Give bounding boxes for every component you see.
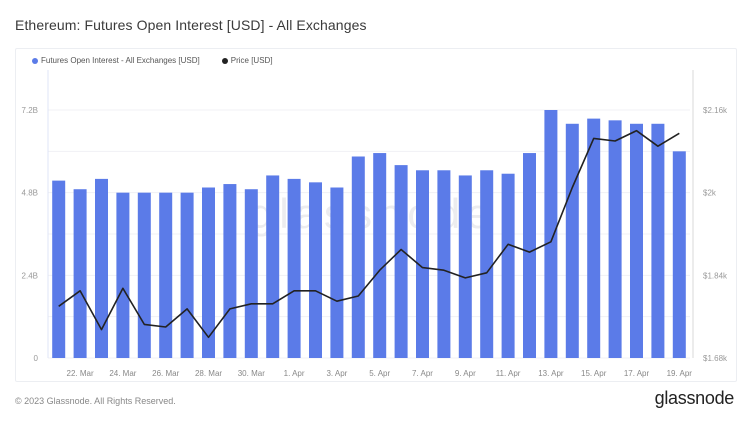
- bar[interactable]: [394, 165, 408, 358]
- bar[interactable]: [630, 123, 643, 359]
- x-tick-label: 30. Mar: [238, 369, 265, 378]
- bar[interactable]: [309, 182, 322, 358]
- bar[interactable]: [587, 118, 601, 358]
- x-tick-label: 19. Apr: [667, 369, 693, 378]
- bar[interactable]: [351, 156, 365, 359]
- bar[interactable]: [159, 192, 173, 358]
- bar[interactable]: [651, 123, 665, 359]
- chart-frame: [15, 48, 737, 382]
- x-tick-label: 26. Mar: [152, 369, 179, 378]
- x-tick-label: 17. Apr: [624, 369, 650, 378]
- y2-tick-label: $2k: [703, 189, 717, 198]
- x-tick-label: 13. Apr: [538, 369, 564, 378]
- legend-label: Futures Open Interest - All Exchanges [U…: [41, 56, 200, 65]
- x-tick-label: 15. Apr: [581, 369, 607, 378]
- bar[interactable]: [223, 184, 237, 358]
- x-tick-label: 11. Apr: [496, 369, 521, 378]
- bar[interactable]: [287, 178, 301, 358]
- bar[interactable]: [330, 187, 344, 359]
- legend-dot-icon: [32, 57, 38, 64]
- y2-tick-label: $2.16k: [703, 106, 728, 115]
- bar[interactable]: [416, 170, 429, 358]
- x-tick-label: 1. Apr: [284, 369, 305, 378]
- bar[interactable]: [266, 175, 280, 358]
- bar[interactable]: [565, 123, 579, 359]
- bar[interactable]: [480, 170, 494, 358]
- legend-item-open-interest[interactable]: Futures Open Interest - All Exchanges [U…: [32, 56, 200, 65]
- bar[interactable]: [373, 153, 387, 358]
- x-tick-label: 28. Mar: [195, 369, 222, 378]
- bar[interactable]: [73, 189, 87, 358]
- bar[interactable]: [52, 180, 66, 358]
- x-tick-label: 7. Apr: [412, 369, 433, 378]
- x-tick-label: 22. Mar: [67, 369, 94, 378]
- bar[interactable]: [180, 192, 194, 358]
- bar[interactable]: [116, 192, 130, 358]
- x-tick-label: 3. Apr: [326, 369, 347, 378]
- y-tick-label: 7.2B: [22, 106, 38, 115]
- bar[interactable]: [95, 178, 108, 358]
- glassnode-logo: glassnode: [654, 388, 735, 408]
- x-tick-label: 9. Apr: [455, 369, 476, 378]
- x-tick-label: 5. Apr: [369, 369, 390, 378]
- chart-legend: Futures Open Interest - All Exchanges [U…: [32, 56, 273, 65]
- bar[interactable]: [202, 187, 215, 359]
- legend-label: Price [USD]: [230, 56, 273, 65]
- bar[interactable]: [608, 120, 622, 358]
- legend-item-price[interactable]: Price [USD]: [221, 56, 273, 65]
- y-tick-label: 4.8B: [22, 189, 38, 198]
- bar[interactable]: [523, 153, 536, 358]
- bar[interactable]: [437, 170, 451, 358]
- x-tick-label: 24. Mar: [109, 369, 136, 378]
- y-tick-label: 0: [34, 354, 39, 363]
- y-tick-label: 2.4B: [22, 271, 38, 280]
- bar[interactable]: [458, 175, 472, 358]
- bar[interactable]: [672, 151, 686, 358]
- bar[interactable]: [544, 110, 558, 358]
- bar[interactable]: [501, 173, 515, 358]
- y2-tick-label: $1.84k: [703, 271, 728, 280]
- copyright-text: © 2023 Glassnode. All Rights Reserved.: [15, 396, 176, 406]
- legend-dot-icon: [221, 57, 228, 64]
- bar[interactable]: [137, 192, 151, 358]
- price-line[interactable]: [58, 129, 680, 339]
- bar[interactable]: [244, 189, 258, 358]
- y2-tick-label: $1.68k: [703, 354, 728, 363]
- page-title: Ethereum: Futures Open Interest [USD] - …: [15, 17, 367, 33]
